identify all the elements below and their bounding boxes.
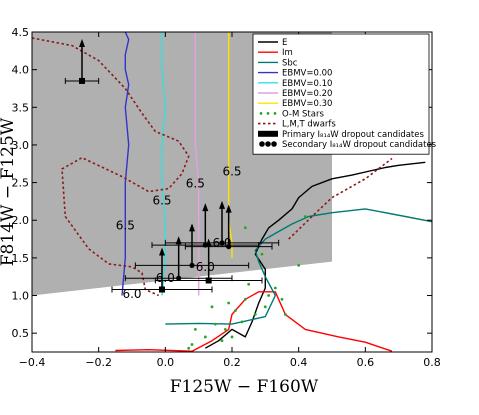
y-tick-label: 0.5 (12, 327, 30, 340)
x-tick-label: 0.4 (290, 356, 308, 369)
y-tick-label: 4.5 (12, 26, 30, 39)
axes-layer: −0.4 −0.2 0.0 0.2 0.4 0.6 0.8 0.5 1.0 1.5 2.0 2.5 3.… (12, 26, 441, 369)
legend-label: EBMV=0.10 (282, 79, 332, 89)
y-tick-label: 2.5 (12, 177, 30, 190)
x-tick-label: −0.4 (19, 356, 46, 369)
om-star-point (260, 252, 264, 256)
primary-candidate-square (159, 286, 165, 293)
primary-candidate-square (79, 77, 85, 84)
series-line-l-m-t-dwarfs (32, 37, 190, 297)
x-axis-label: F125W − F160W (170, 377, 319, 397)
om-star-point (190, 343, 194, 346)
secondary-candidate-circle (219, 240, 225, 246)
series-line-series-9 (288, 157, 393, 240)
arrow-head (159, 247, 165, 256)
om-star-point (247, 282, 251, 286)
legend-label: O-M Stars (282, 109, 324, 119)
legend-label: Secondary I₈₁₄W dropout candidates (282, 140, 437, 150)
series-line-e (204, 161, 426, 349)
points-layer (64, 38, 307, 350)
legend-label: Sbc (282, 58, 298, 68)
om-star-point (233, 309, 237, 312)
x-tick-label: −0.2 (85, 356, 112, 369)
om-star-point (210, 305, 214, 309)
arrow-head (79, 38, 85, 47)
om-star-point (243, 226, 247, 230)
om-star-point (297, 264, 301, 267)
x-tick-label: 0.8 (423, 356, 441, 369)
contour-label: 6.5 (152, 194, 171, 208)
legend-swatch (258, 130, 278, 137)
arrow-head (225, 204, 232, 213)
legend-swatch (266, 112, 270, 115)
contour-label: 6.0 (122, 287, 141, 301)
track-lines-layer (32, 32, 432, 352)
om-star-point (187, 346, 191, 350)
arrow-head (219, 200, 225, 209)
series-line-ebmv-0-10 (161, 32, 166, 296)
series-line-ebmv-0-20 (194, 32, 200, 296)
om-star-point (273, 286, 277, 290)
contour-labels-layer: 6.5 6.5 6.5 6.5 6.0 6.0 6.0 6.0 (116, 164, 242, 301)
om-star-point (280, 297, 284, 301)
om-star-point (240, 320, 244, 324)
legend-swatch (271, 141, 277, 147)
series-line-sbc (165, 208, 432, 325)
contour-label: 6.5 (222, 164, 241, 178)
y-axis-label: F814W − F125W (0, 117, 18, 266)
legend-label: EBMV=0.20 (282, 89, 332, 99)
contour-label: 6.5 (186, 176, 205, 190)
om-star-point (213, 322, 217, 326)
x-tick-label: 0.0 (157, 356, 175, 369)
secondary-candidate-circle (189, 262, 195, 269)
y-tick-label: 3.5 (12, 101, 30, 114)
secondary-candidate-circle (226, 243, 232, 250)
contour-label: 6.0 (156, 271, 175, 285)
om-star-point (220, 339, 224, 343)
y-tick-label: 1.5 (12, 252, 30, 265)
y-tick-label: 2.0 (12, 214, 30, 227)
contour-label: 6.0 (196, 260, 215, 274)
legend-label: EBMV=0.30 (282, 99, 332, 109)
arrow-head (202, 203, 209, 212)
legend-swatch (259, 141, 265, 147)
legend-label: L,M,T dwarfs (282, 120, 336, 130)
om-star-point (303, 215, 307, 218)
legend-label: E (282, 38, 287, 48)
contour-label: 6.0 (212, 236, 231, 250)
series-line-im (115, 291, 393, 352)
om-star-point (193, 328, 197, 331)
series-line-ebmv-0-30 (228, 32, 233, 258)
legend-box (252, 33, 430, 155)
x-tick-label: 0.6 (357, 356, 375, 369)
arrow-head (189, 223, 195, 232)
om-star-point (263, 305, 267, 309)
om-star-point (253, 312, 257, 316)
arrow-head (175, 236, 182, 245)
legend-swatch (265, 141, 271, 147)
om-star-point (223, 328, 227, 331)
om-star-point (230, 335, 234, 339)
x-tick-label: 0.2 (223, 356, 241, 369)
primary-candidate-square (205, 277, 212, 284)
legend: EImSbcEBMV=0.00EBMV=0.10EBMV=0.20EBMV=0.… (252, 33, 437, 155)
legend-label: Im (282, 48, 293, 58)
contour-label: 6.5 (116, 219, 135, 233)
y-tick-label: 1.0 (12, 290, 30, 303)
om-star-point (203, 335, 207, 339)
legend-swatch (259, 112, 263, 115)
secondary-candidate-circle (176, 275, 182, 281)
legend-label: Primary I₈₁₄W dropout candidates (282, 130, 424, 140)
y-tick-label: 3.0 (12, 139, 30, 152)
legend-swatch (273, 112, 277, 115)
om-star-point (267, 294, 271, 297)
om-star-point (227, 301, 231, 305)
om-star-point (243, 297, 247, 301)
legend-label: EBMV=0.00 (282, 69, 332, 79)
series-line-ebmv-0-00 (121, 32, 130, 296)
om-star-point (283, 312, 287, 316)
y-tick-label: 4.0 (12, 64, 30, 77)
